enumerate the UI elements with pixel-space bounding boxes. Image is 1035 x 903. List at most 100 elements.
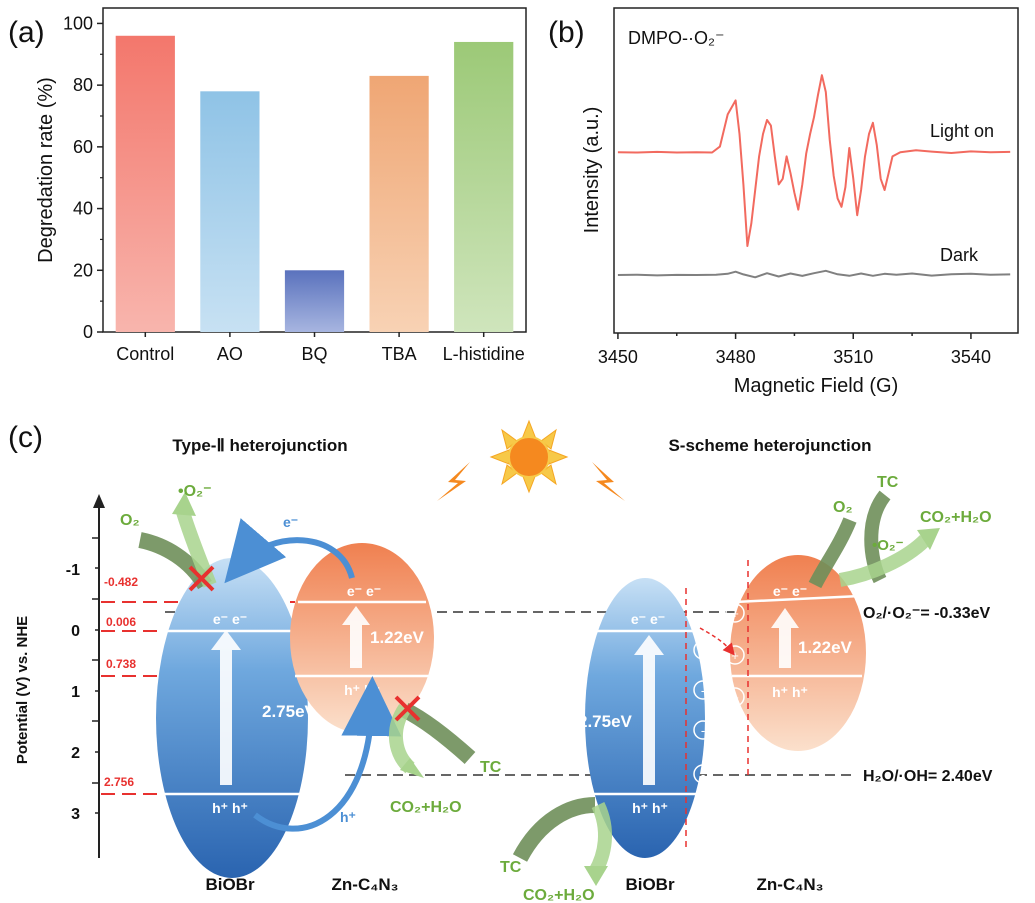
tick-label-m1: -1: [66, 562, 80, 579]
plus-sign-3: +: [731, 690, 739, 705]
series-lines: [617, 74, 1011, 279]
tc-arrow-bottom: [512, 797, 596, 862]
legend-light-on: Light on: [930, 121, 994, 141]
panel-label-b: (b): [548, 16, 585, 49]
hole-transfer-arrow: [253, 676, 402, 832]
plus-sign-1: +: [731, 606, 739, 621]
x-tick-label: TBA: [382, 344, 417, 364]
tick-label-3: 3: [71, 806, 80, 823]
series-line-light-on: [617, 74, 1011, 247]
level-value-1: -0.482: [104, 575, 138, 589]
electron-label: e⁻: [283, 514, 298, 530]
co2-label-left: CO₂+H₂O: [390, 799, 462, 816]
minus-sign-4: -: [701, 767, 705, 782]
o2-redox-label: O₂/·O₂⁻= -0.33eV: [863, 605, 990, 622]
oh-redox-label: H₂O/·OH= 2.40eV: [863, 768, 993, 785]
zn-electrons-right: e⁻ e⁻: [773, 583, 807, 599]
co2-label-bottom: CO₂+H₂O: [523, 887, 595, 903]
zn-bandgap: 1.22eV: [370, 628, 425, 647]
biobr-bandgap: 2.75eV: [262, 702, 317, 721]
o2-arrow-right: [808, 517, 857, 589]
x-tick-label: 3480: [716, 347, 756, 367]
y-ticks: 0 20 40 60 80 100: [63, 13, 103, 342]
blocked-x-icon: [394, 695, 421, 722]
x-ticks: 3450 3480 3510 3540: [598, 333, 991, 367]
x-tick-label: 3450: [598, 347, 638, 367]
bars: [115, 35, 514, 333]
legend-dark: Dark: [940, 245, 979, 265]
biobr-holes-right: h⁺ h⁺: [632, 800, 668, 816]
y-tick-label: 20: [73, 260, 93, 280]
x-tick-label: BQ: [301, 344, 327, 364]
x-axis-label: Magnetic Field (G): [734, 375, 899, 397]
biobr-label-left: BiOBr: [205, 875, 255, 894]
minus-sign-2: -: [701, 683, 705, 698]
o2-label-right: O₂: [833, 499, 853, 516]
y-tick-label: 40: [73, 199, 93, 219]
bar-l-histidine: [454, 41, 514, 332]
superoxide-label-right: •O₂⁻: [872, 537, 904, 554]
zn-holes-right: h⁺ h⁺: [772, 684, 808, 700]
excitation-arrow-biobr: [211, 630, 241, 785]
zn-band-right: [730, 555, 866, 751]
level-value-3: 0.738: [106, 657, 136, 671]
biobr-bandgap-right: 2.75eV: [578, 712, 633, 731]
level-value-2: 0.006: [106, 615, 136, 629]
sun-icon: [489, 419, 569, 494]
y-tick-label: 60: [73, 137, 93, 157]
bar-tba: [369, 75, 429, 332]
o2-label-left: O₂: [120, 512, 140, 529]
excitation-arrow-zn-right: [771, 608, 799, 668]
zn-label-left: Zn-C₄N₃: [332, 875, 399, 894]
co2-label-right-top: CO₂+H₂O: [920, 509, 992, 526]
left-title: Type-Ⅱ heterojunction: [172, 436, 347, 455]
excitation-arrow-zn: [342, 606, 370, 668]
plot-frame: [613, 7, 1019, 334]
potential-axis-label: Potential (V) vs. NHE: [14, 616, 31, 764]
tc-label-right: TC: [877, 474, 899, 491]
x-tick-label: L-histidine: [443, 344, 525, 364]
tc-label-left: TC: [480, 759, 502, 776]
zn-label-right: Zn-C₄N₃: [757, 875, 824, 894]
blocked-x-icon: [188, 565, 215, 592]
tick-label-1: 1: [71, 684, 80, 701]
zn-bandgap-right: 1.22eV: [798, 638, 853, 657]
x-tick-label: AO: [217, 344, 243, 364]
x-tick-label: 3540: [951, 347, 991, 367]
electron-transfer-arrow: [224, 518, 355, 584]
x-tick-label: 3510: [833, 347, 873, 367]
minus-sign-3: -: [701, 723, 705, 738]
tick-label-0: 0: [71, 623, 80, 640]
superoxide-label-left: •O₂⁻: [178, 483, 212, 500]
positive-charges: [725, 603, 745, 707]
recombination-arrow: [699, 627, 735, 656]
biobr-electrons: e⁻ e⁻: [213, 611, 247, 627]
x-ticks: Control AO BQ TBA L-histidine: [116, 332, 525, 364]
bar-chart: 0 20 40 60 80 100 Control AO BQ TBA L-histidine D…: [35, 7, 527, 364]
x-tick-label: Control: [116, 344, 174, 364]
minus-sign-1: -: [701, 643, 705, 658]
superoxide-arrow-left: [176, 509, 217, 588]
negative-charges: [693, 640, 713, 784]
biobr-holes: h⁺ h⁺: [212, 800, 248, 816]
y-tick-label: 0: [83, 322, 93, 342]
y-tick-label: 80: [73, 75, 93, 95]
hole-label: h⁺: [340, 809, 356, 825]
series-line-dark: [617, 269, 1011, 279]
tick-label-2: 2: [71, 745, 80, 762]
biobr-electrons-right: e⁻ e⁻: [631, 611, 665, 627]
plus-sign-2: +: [731, 648, 739, 663]
y-axis-label: Intensity (a.u.): [581, 107, 603, 234]
panel-label-a: (a): [8, 16, 45, 49]
product-arrow-right: [838, 534, 930, 587]
bar-ao: [200, 91, 260, 332]
bar-control: [115, 35, 175, 333]
biobr-label-right: BiOBr: [625, 875, 675, 894]
y-tick-label: 100: [63, 13, 93, 33]
excitation-arrow-biobr-right: [634, 635, 664, 785]
level-value-4: 2.756: [104, 775, 134, 789]
tc-label-bottom: TC: [500, 859, 522, 876]
right-title: S-scheme heterojunction: [668, 436, 871, 455]
axis-arrow-icon: [93, 494, 105, 508]
chart-annotation: DMPO-·O₂⁻: [628, 28, 724, 48]
